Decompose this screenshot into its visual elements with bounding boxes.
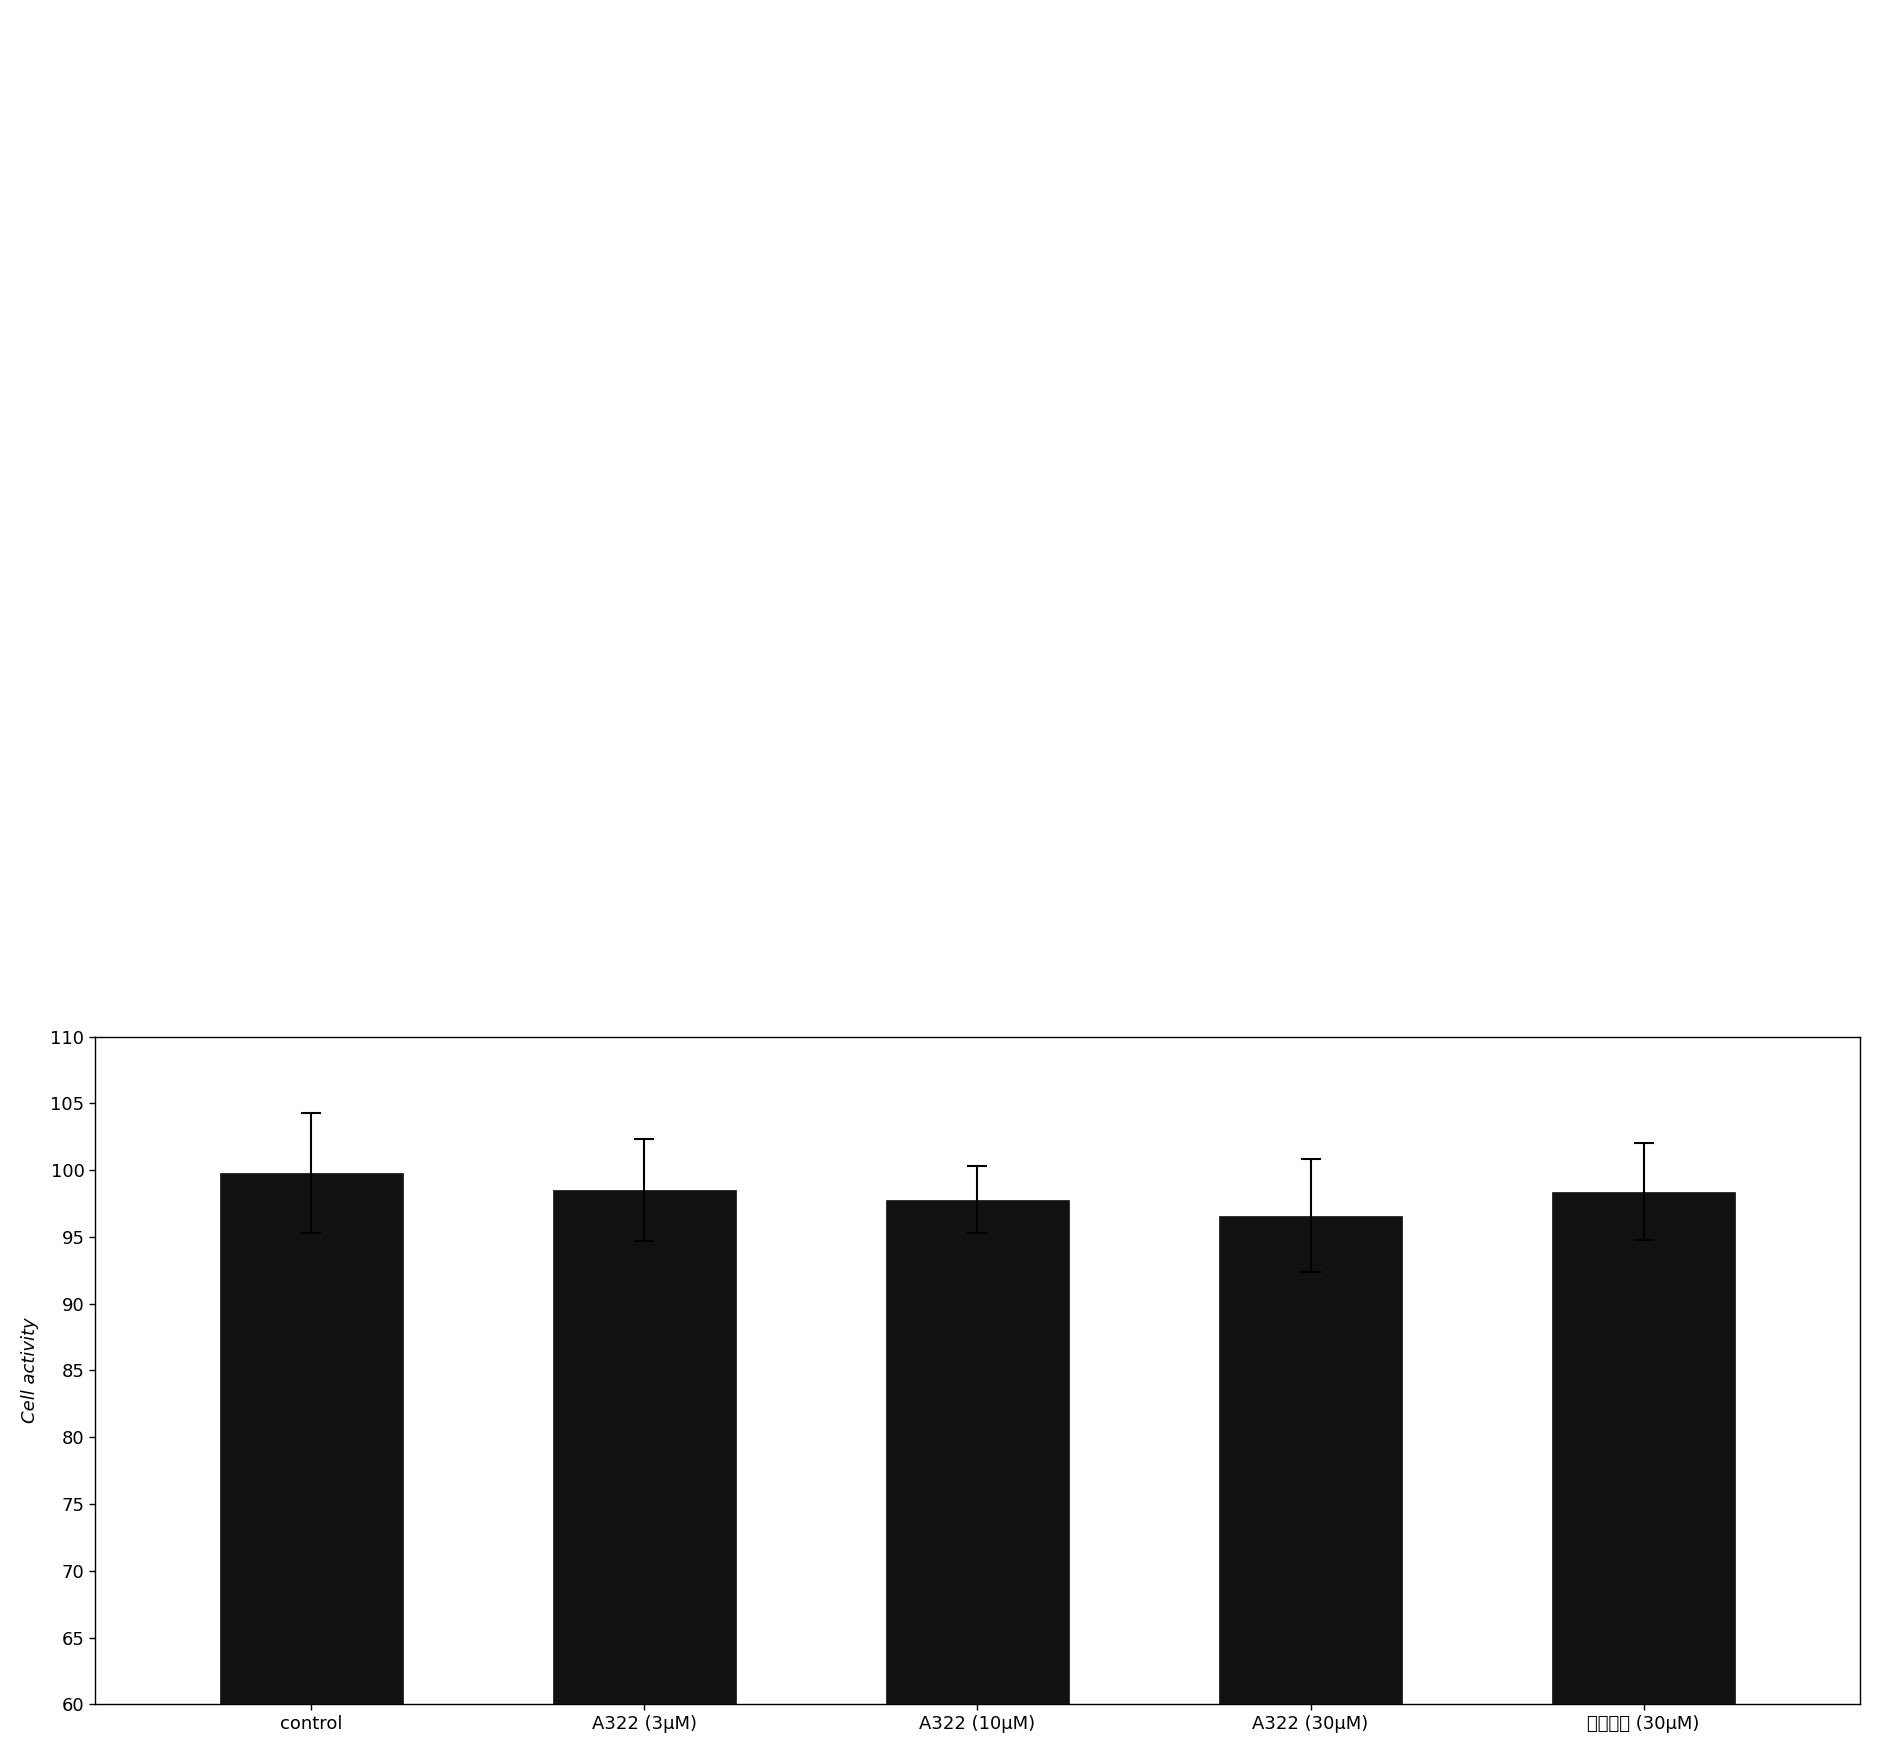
Bar: [220, 1174, 402, 1757]
Bar: [886, 1200, 1069, 1757]
Bar: [1553, 1191, 1735, 1757]
Bar: [552, 1189, 736, 1757]
Y-axis label: Cell activity: Cell activity: [21, 1318, 40, 1423]
Bar: [1219, 1216, 1403, 1757]
Bar: [1262, 531, 1898, 949]
